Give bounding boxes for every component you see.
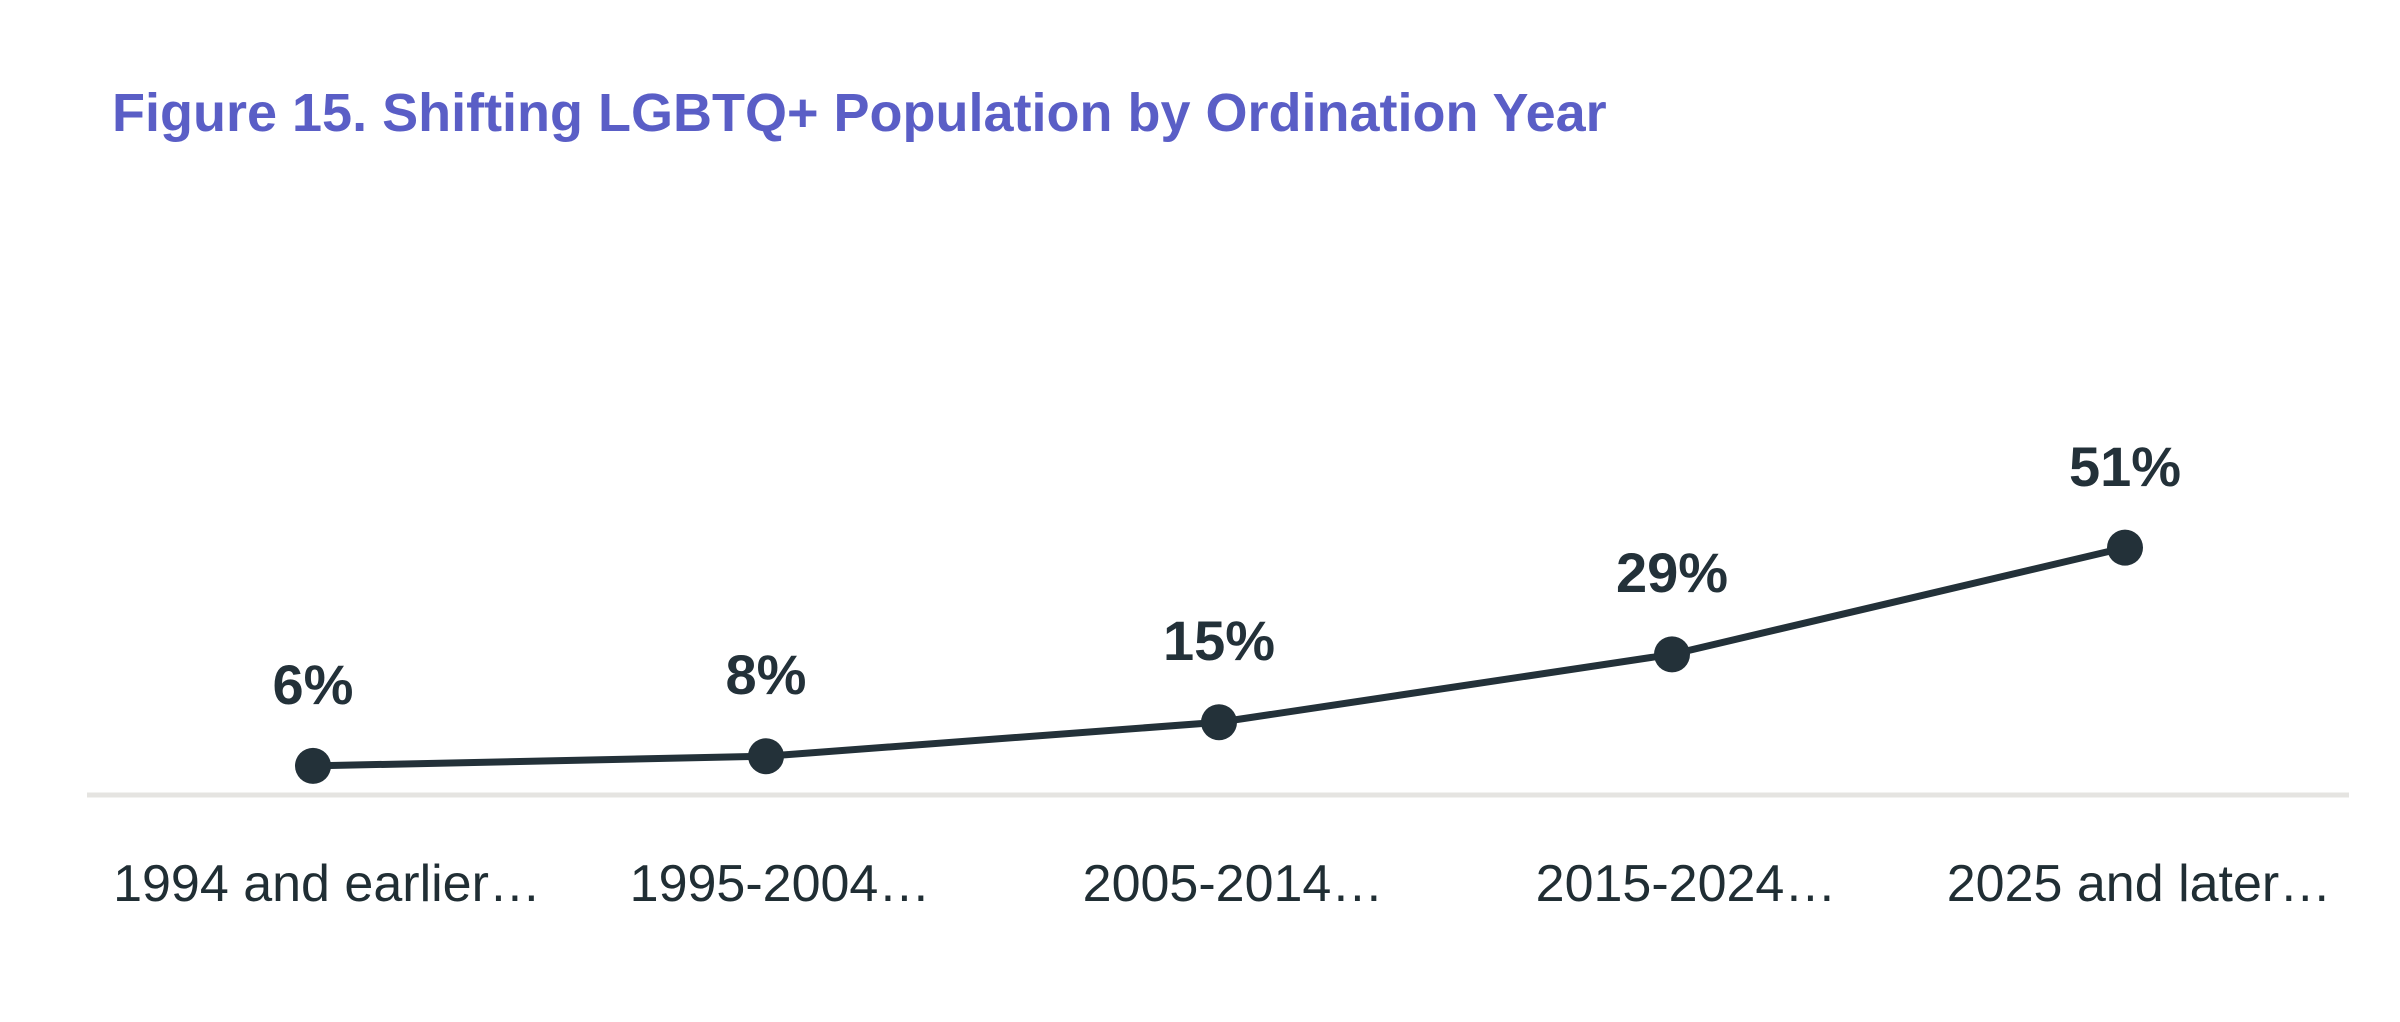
point-value-label: 51% bbox=[2068, 434, 2182, 498]
data-points-group bbox=[295, 529, 2143, 784]
figure-title: Figure 15. Shifting LGBTQ+ Population by… bbox=[112, 83, 1607, 143]
point-value-label: 6% bbox=[272, 652, 354, 716]
point-value-label: 8% bbox=[725, 643, 807, 707]
data-point-dot bbox=[1201, 704, 1237, 741]
point-value-label: 29% bbox=[1615, 541, 1729, 605]
data-point-dot bbox=[2107, 529, 2143, 566]
x-axis-label: 2015-2024… bbox=[1535, 855, 1837, 913]
x-axis-label: 2025 and later… bbox=[1946, 855, 2332, 913]
x-axis-label: 1994 and earlier… bbox=[113, 855, 541, 913]
data-point-dot bbox=[748, 738, 784, 775]
data-point-dot bbox=[295, 747, 331, 784]
x-axis-label: 2005-2014… bbox=[1082, 855, 1384, 913]
x-axis-label: 1995-2004… bbox=[629, 855, 931, 913]
point-value-label: 15% bbox=[1162, 609, 1276, 673]
data-point-dot bbox=[1654, 636, 1690, 673]
